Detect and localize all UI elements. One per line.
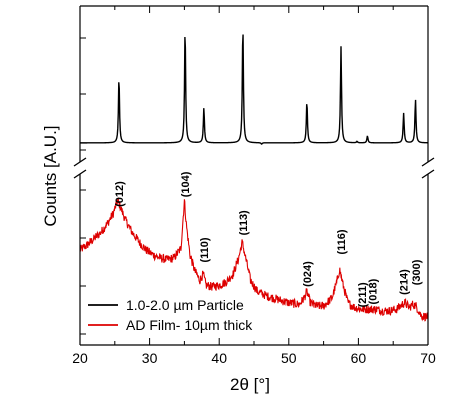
legend-entry: 1.0-2.0 µm Particle bbox=[126, 297, 244, 313]
axis-break-mark-left bbox=[73, 169, 87, 179]
axis-break-mark-left bbox=[73, 157, 87, 167]
peak-label: (018) bbox=[367, 278, 379, 304]
x-tick-label: 20 bbox=[72, 350, 88, 366]
legend: 1.0-2.0 µm Particle AD Film- 10µm thick bbox=[88, 297, 253, 333]
series-particle-line bbox=[80, 34, 429, 145]
peak-label: (300) bbox=[411, 259, 423, 285]
x-tick-label: 70 bbox=[420, 350, 436, 366]
x-tick-label: 30 bbox=[142, 350, 158, 366]
x-tick-label: 40 bbox=[211, 350, 227, 366]
peak-label: (214) bbox=[399, 269, 411, 295]
axes-frame bbox=[73, 5, 435, 346]
x-axis-ticks: 20 30 40 50 60 70 bbox=[72, 6, 436, 366]
peak-label: (116) bbox=[336, 229, 348, 254]
peak-label: (113) bbox=[238, 210, 250, 235]
series-ad-film-line bbox=[79, 196, 429, 322]
peak-label: (110) bbox=[199, 237, 211, 262]
axis-break-mark-right bbox=[421, 157, 435, 167]
peak-label: (104) bbox=[180, 171, 192, 197]
peak-label: (024) bbox=[302, 261, 314, 287]
top-panel bbox=[80, 34, 429, 145]
peak-label: (012) bbox=[114, 181, 126, 207]
y-axis-label: Counts [A.U.] bbox=[41, 125, 60, 226]
x-tick-label: 50 bbox=[281, 350, 297, 366]
axis-break-mark-right bbox=[421, 169, 435, 179]
x-axis-label: 2θ [°] bbox=[230, 375, 270, 394]
legend-entry: AD Film- 10µm thick bbox=[126, 317, 253, 333]
peak-labels: (012) (104) (110) (113) (024) (116) (211)(018)… bbox=[114, 171, 423, 307]
peak-label: (211) bbox=[357, 282, 369, 307]
bottom-panel bbox=[79, 196, 429, 322]
x-tick-label: 60 bbox=[351, 350, 367, 366]
